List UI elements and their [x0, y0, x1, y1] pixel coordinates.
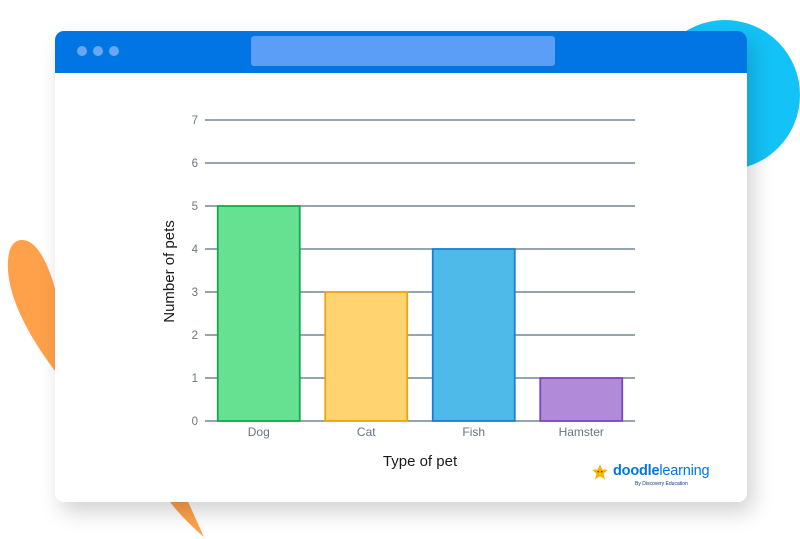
- doodlelearning-logo: doodlelearning By Discovery Education: [591, 463, 710, 489]
- window-dot-1[interactable]: [77, 46, 87, 56]
- decor-orange-tail: [165, 495, 204, 537]
- y-axis-title: Number of pets: [161, 220, 178, 323]
- browser-titlebar: [55, 31, 747, 73]
- decor-orange-leaf: [7, 240, 70, 375]
- logo-wordmark: doodlelearning: [613, 463, 710, 479]
- logo-tagline: By Discovery Education: [635, 481, 688, 487]
- y-tick-label: 3: [192, 287, 198, 299]
- x-tick-label: Dog: [248, 425, 270, 439]
- star-icon: [592, 464, 608, 480]
- url-bar[interactable]: [251, 36, 555, 66]
- x-tick-label: Hamster: [559, 425, 604, 439]
- bar-fish: [431, 248, 516, 422]
- x-tick-label: Fish: [462, 425, 485, 439]
- logo-brand-light: learning: [659, 463, 710, 479]
- bar-hamster: [539, 377, 624, 422]
- logo-brand-bold: doodle: [613, 463, 660, 479]
- window-dot-3[interactable]: [109, 46, 119, 56]
- y-tick-label: 6: [192, 158, 198, 170]
- browser-window: 0 1 2 3 4 5 6 7 Dog Cat Fish Hamster Type of pet Numb…: [55, 31, 747, 502]
- bar-cat: [324, 291, 409, 422]
- x-axis-title: Type of pet: [383, 453, 458, 470]
- bar-chart: 0 1 2 3 4 5 6 7 Dog Cat Fish Hamster Type of pet Numb…: [161, 115, 635, 470]
- y-tick-label: 4: [192, 244, 199, 256]
- y-tick-label: 0: [192, 416, 198, 428]
- y-tick-label: 7: [192, 115, 198, 127]
- x-tick-label: Cat: [357, 425, 376, 439]
- y-tick-label: 5: [192, 201, 198, 213]
- y-tick-label: 2: [192, 330, 198, 342]
- bar-dog: [216, 205, 301, 422]
- y-tick-label: 1: [192, 373, 198, 385]
- window-dot-2[interactable]: [93, 46, 103, 56]
